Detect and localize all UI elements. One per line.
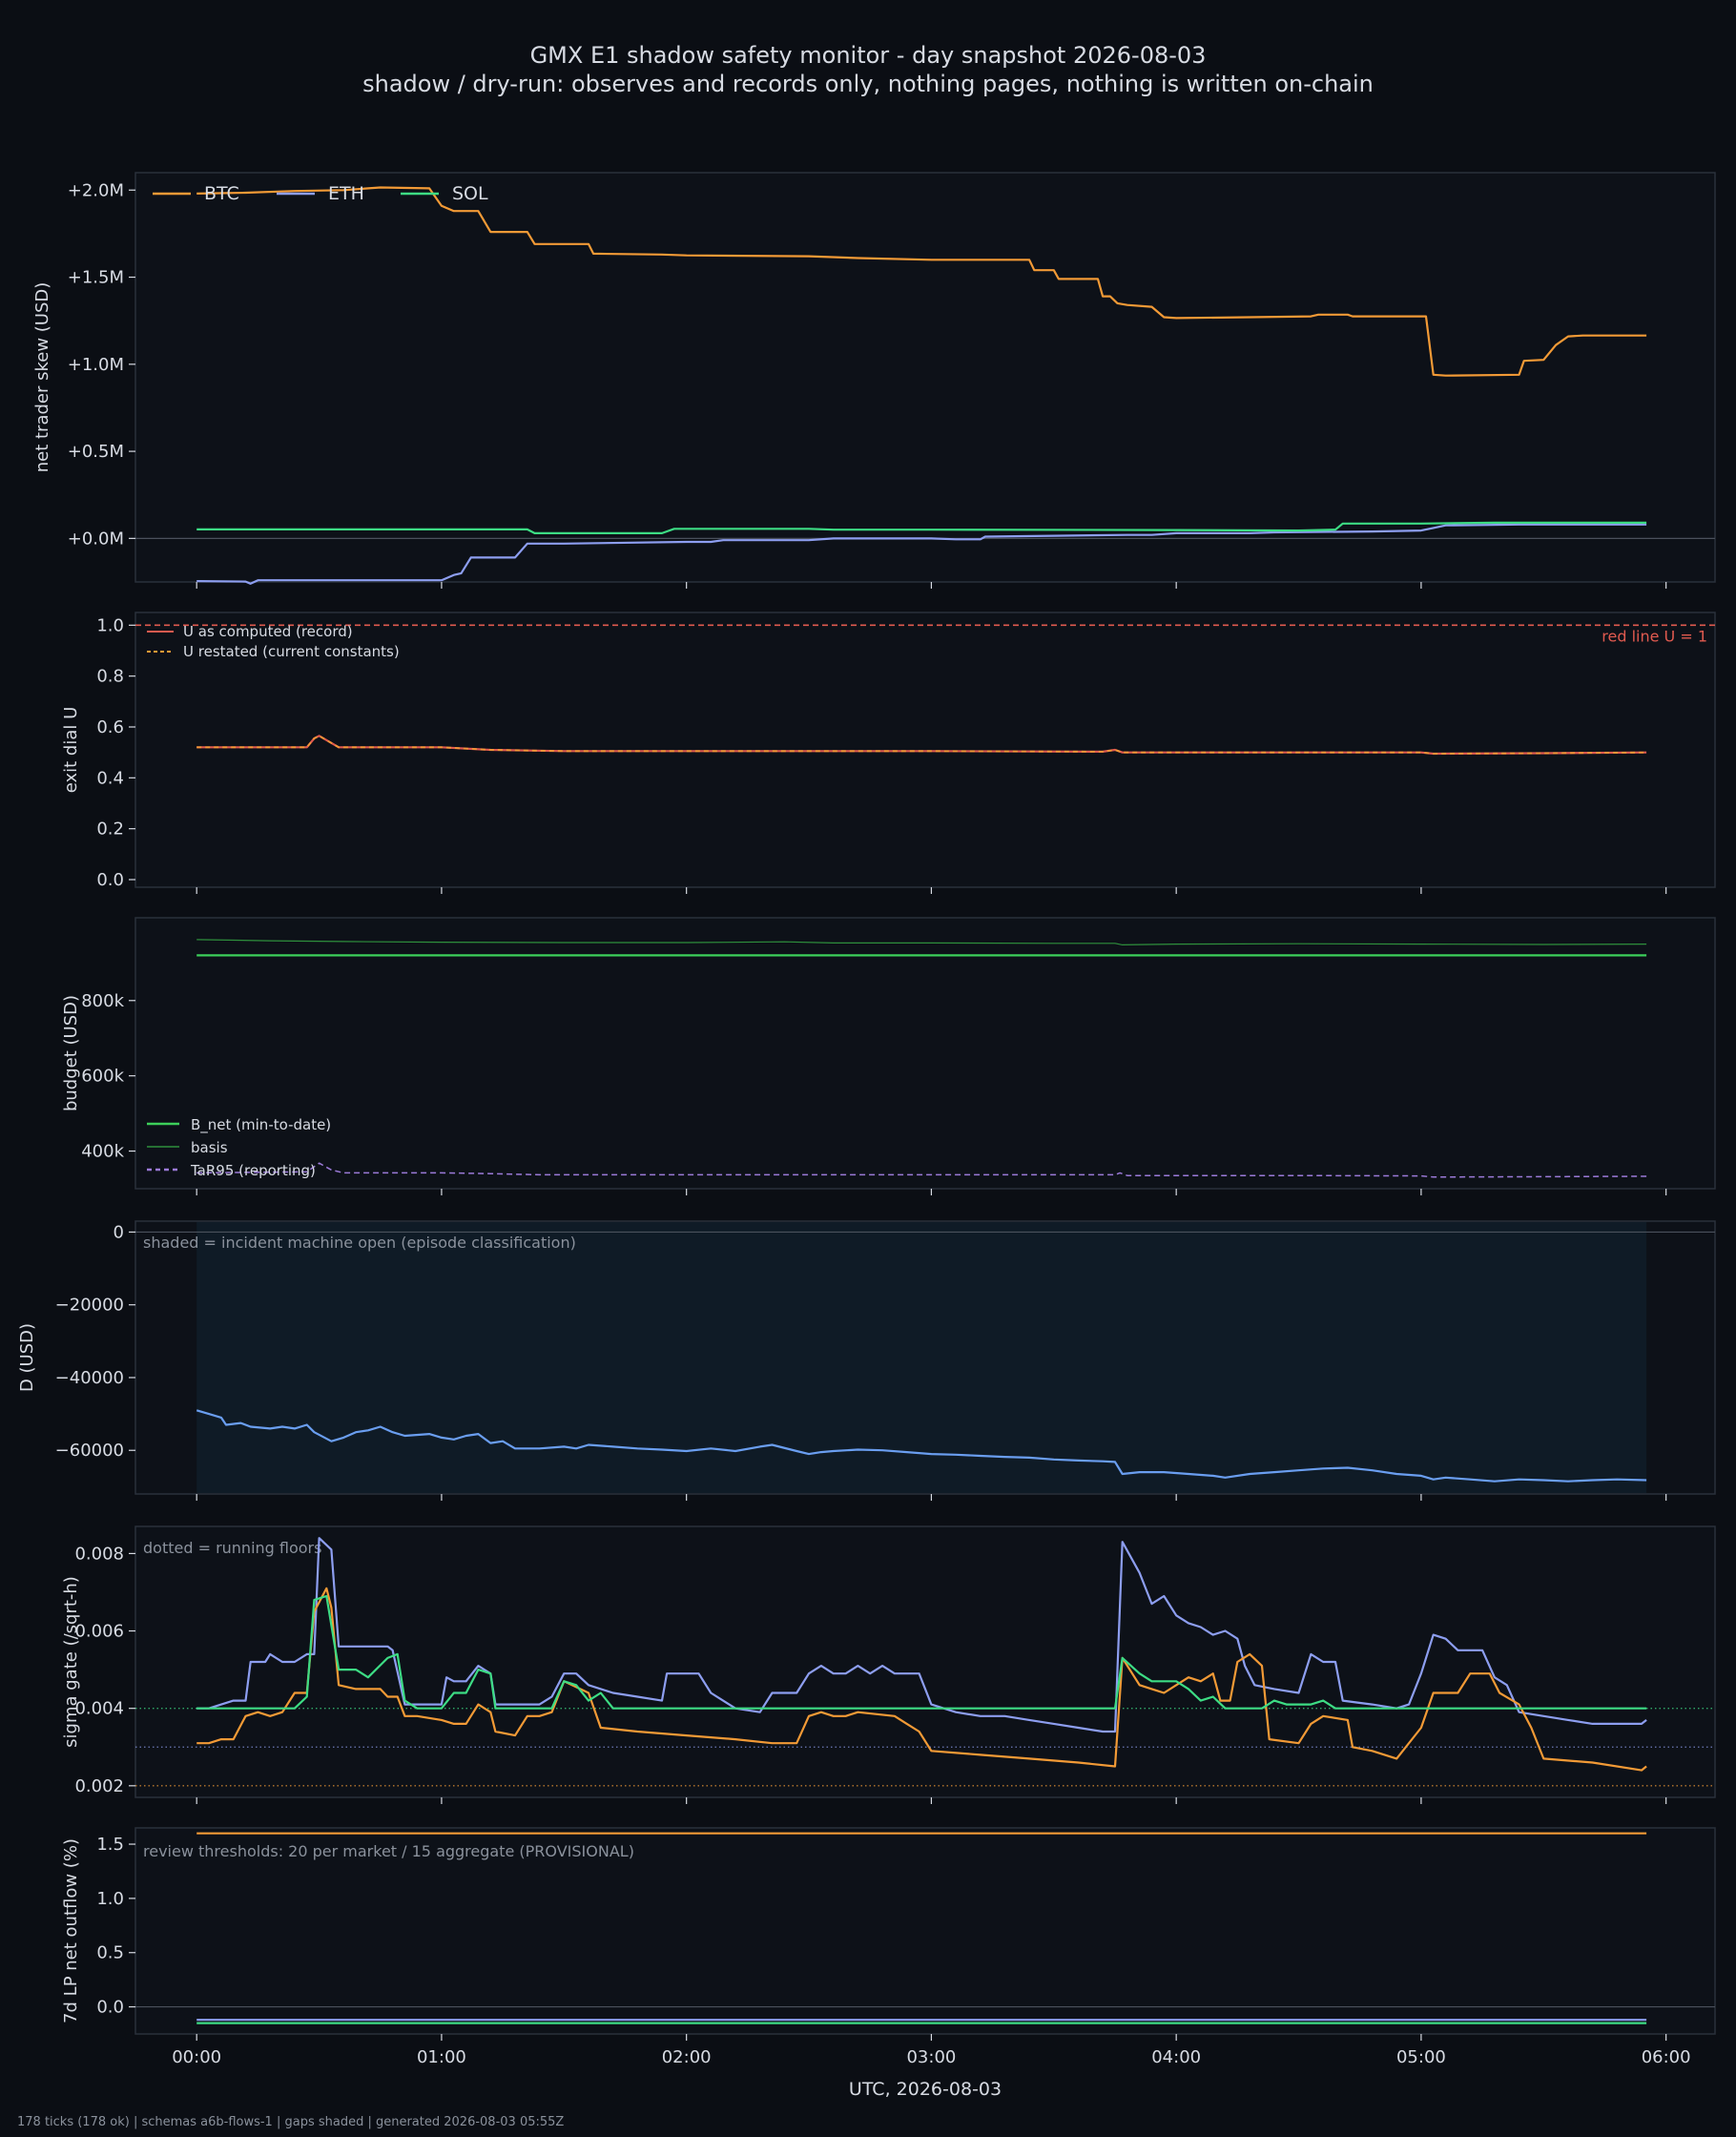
- y-tick-label: 1.0: [96, 615, 124, 635]
- legend-label: SOL: [452, 183, 488, 204]
- y-tick-label: 0.5: [96, 1943, 124, 1963]
- legend-label: BTC: [204, 183, 239, 204]
- y-tick-label: 0: [114, 1222, 124, 1242]
- series-line-eth: [196, 523, 1647, 585]
- panel-frame: [134, 612, 1716, 888]
- panel-note: review thresholds: 20 per market / 15 ag…: [143, 1842, 634, 1860]
- series-line-btc: [196, 1587, 1647, 1772]
- legend-label: B_net (min-to-date): [191, 1116, 331, 1134]
- panel-frame: [134, 917, 1716, 1190]
- x-tick-label: 04:00: [1151, 2047, 1201, 2067]
- panel-d_usd: 0 −20000 −40000 −60000 D (USD) shaded = incid…: [17, 1220, 1716, 1501]
- series-line-sol: [196, 521, 1647, 534]
- legend-label: TaR95 (reporting): [190, 1162, 316, 1179]
- y-tick-label: −20000: [55, 1296, 124, 1316]
- series-line-tar95-reporting: [196, 1162, 1647, 1178]
- panel-note: shaded = incident machine open (episode …: [143, 1234, 576, 1252]
- y-axis-label: sigma gate (/sqrt-h): [61, 1576, 81, 1748]
- y-tick-label: 0.6: [96, 717, 124, 737]
- footer-status: 178 ticks (178 ok) | schemas a6b-flows-1…: [17, 2115, 564, 2129]
- y-tick-label: 0.004: [74, 1699, 124, 1719]
- x-tick-label: 00:00: [172, 2047, 221, 2067]
- panel-lp_outflow: 0.0 0.5 1.0 1.5 00:00 01:00 02:00 03:00 04:00 05:…: [61, 1827, 1716, 2100]
- y-tick-label: +1.5M: [68, 268, 124, 288]
- series-line-u-restated-current-constants: [196, 735, 1647, 755]
- red-line-label: red line U = 1: [1602, 627, 1707, 645]
- figure-title: GMX E1 shadow safety monitor - day snaps…: [530, 42, 1207, 69]
- legend-label: U as computed (record): [183, 623, 353, 640]
- y-tick-label: 600k: [81, 1067, 124, 1087]
- series-line-eth: [196, 1537, 1647, 1733]
- x-tick-label: 03:00: [906, 2047, 956, 2067]
- y-tick-label: 1.5: [96, 1835, 124, 1855]
- series-line-d: [196, 1409, 1647, 1483]
- series-line-basis: [196, 939, 1647, 945]
- panel-frame: [134, 172, 1716, 583]
- y-tick-label: 0.002: [74, 1776, 124, 1796]
- series-line-sol: [196, 1594, 1647, 1710]
- panel-skew: +0.0M +0.5M +1.0M +1.5M +2.0M net trader skew…: [32, 172, 1716, 589]
- y-tick-label: +0.0M: [68, 529, 124, 549]
- y-tick-label: 0.008: [74, 1544, 124, 1564]
- y-tick-label: −40000: [55, 1368, 124, 1388]
- y-tick-label: 0.0: [96, 870, 124, 890]
- y-tick-label: +2.0M: [68, 180, 124, 200]
- y-axis-label: D (USD): [17, 1323, 37, 1392]
- legend-label: basis: [191, 1139, 228, 1156]
- incident-shade: [196, 1222, 1647, 1493]
- y-tick-label: +0.5M: [68, 442, 124, 462]
- legend-label: U restated (current constants): [183, 643, 400, 660]
- panel-frame: [134, 1827, 1716, 2035]
- x-tick-label: 01:00: [417, 2047, 466, 2067]
- figure-subtitle: shadow / dry-run: observes and records o…: [362, 71, 1374, 97]
- y-tick-label: 0.006: [74, 1622, 124, 1642]
- y-tick-label: 0.2: [96, 820, 124, 840]
- legend-label: ETH: [328, 183, 364, 204]
- x-tick-label: 05:00: [1396, 2047, 1446, 2067]
- y-tick-label: 0.4: [96, 768, 124, 788]
- y-tick-label: 0.8: [96, 667, 124, 687]
- y-tick-label: 800k: [81, 991, 124, 1011]
- y-axis-label: exit dial U: [61, 707, 81, 794]
- x-axis-label: UTC, 2026-08-03: [849, 2079, 1002, 2100]
- y-tick-label: 400k: [81, 1142, 124, 1162]
- series-line-btc: [196, 186, 1647, 377]
- y-tick-label: +1.0M: [68, 355, 124, 375]
- panel-exit: red line U = 1 0.0 0.2 0.4 0.6 0.8 1.0 exit dia…: [61, 612, 1716, 894]
- panel-note: dotted = running floors: [143, 1539, 321, 1557]
- x-tick-label: 02:00: [662, 2047, 712, 2067]
- y-axis-label: net trader skew (USD): [32, 282, 52, 473]
- x-tick-label: 06:00: [1642, 2047, 1691, 2067]
- panel-sigma: 0.002 0.004 0.006 0.008 sigma gate (/sqrt-h)…: [61, 1525, 1716, 1804]
- y-tick-label: 0.0: [96, 1998, 124, 2018]
- chart-panels: +0.0M +0.5M +1.0M +1.5M +2.0M net trader skew…: [17, 172, 1716, 2100]
- y-axis-label: 7d LP net outflow (%): [61, 1838, 81, 2023]
- y-tick-label: −60000: [55, 1441, 124, 1461]
- y-axis-label: budget (USD): [61, 995, 81, 1111]
- y-tick-label: 1.0: [96, 1889, 124, 1909]
- panel-frame: [134, 1525, 1716, 1798]
